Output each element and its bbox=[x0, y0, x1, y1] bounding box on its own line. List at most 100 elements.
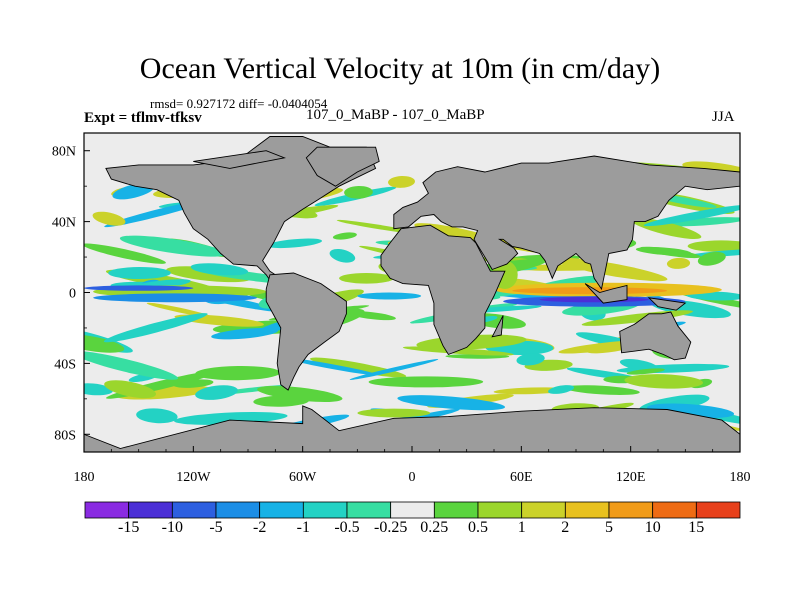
colorbar-label: 0.5 bbox=[468, 519, 488, 536]
land-polygon bbox=[265, 272, 347, 391]
colorbar-label: 5 bbox=[605, 519, 613, 536]
contour-patch bbox=[146, 302, 212, 318]
contour-patch bbox=[173, 379, 214, 388]
colorbar-label: -15 bbox=[118, 519, 139, 536]
colorbar-swatch bbox=[477, 501, 523, 519]
contour-patch bbox=[564, 385, 640, 395]
colorbar-swatch bbox=[259, 501, 304, 519]
contour-patch bbox=[643, 204, 740, 227]
contour-patch bbox=[368, 376, 484, 388]
stats-label: rmsd= 0.927172 diff= -0.0404054 bbox=[150, 96, 328, 111]
colorbar-label: 10 bbox=[645, 519, 661, 536]
contour-patch bbox=[195, 365, 281, 381]
contour-patch bbox=[195, 385, 238, 400]
y-tick-label: 40N bbox=[52, 216, 76, 231]
contour-patch bbox=[554, 257, 668, 282]
map-axes: 180 120W 60W 0 60E 120E 180 80N 40N 0 40S 80S bbox=[52, 145, 751, 485]
colorbar: -15 -10 -5 -2 -1 -0.5 -0.25 0.25 0.5 1 2 5 10 15 bbox=[84, 501, 741, 536]
colorbar-swatch bbox=[564, 501, 610, 519]
contour-band bbox=[357, 292, 422, 300]
case-label: 107_0_MaBP - 107_0_MaBP bbox=[306, 107, 485, 123]
experiment-label: Expt = tflmv-tfksv bbox=[84, 110, 202, 126]
land-polygon bbox=[647, 297, 687, 311]
contour-patch bbox=[84, 383, 113, 396]
contour-band bbox=[539, 296, 649, 303]
contour-band bbox=[357, 408, 431, 418]
x-tick-label: 180 bbox=[730, 470, 751, 485]
contour-patch bbox=[666, 257, 691, 269]
season-label: JJA bbox=[712, 109, 735, 125]
colorbar-swatch bbox=[346, 501, 392, 519]
land-mask bbox=[84, 136, 740, 452]
contour-patch bbox=[84, 351, 179, 380]
colorbar-swatch bbox=[390, 501, 435, 519]
x-tick-label: 120E bbox=[616, 470, 646, 485]
contour-patch bbox=[136, 408, 178, 424]
contour-patch bbox=[516, 353, 545, 366]
x-tick-label: 0 bbox=[409, 470, 416, 485]
colorbar-label: -1 bbox=[297, 519, 310, 536]
contour-patch bbox=[257, 385, 343, 403]
colorbar-label: 1 bbox=[518, 519, 526, 536]
contour-patch bbox=[650, 217, 740, 227]
colorbar-label: -2 bbox=[253, 519, 266, 536]
contour-patch bbox=[329, 248, 356, 263]
contour-band bbox=[93, 293, 258, 303]
contour-patch bbox=[624, 374, 703, 389]
contour-patch bbox=[348, 311, 396, 321]
y-tick-label: 80N bbox=[52, 145, 76, 160]
colorbar-swatch bbox=[695, 501, 741, 519]
colorbar-swatch bbox=[433, 501, 479, 519]
colorbar-swatch bbox=[521, 501, 566, 519]
map-title: Ocean Vertical Velocity at 10m (in cm/da… bbox=[139, 52, 661, 85]
contour-patch bbox=[332, 232, 357, 240]
x-tick-label: 60W bbox=[289, 470, 317, 485]
contour-patch bbox=[344, 185, 373, 199]
plot-area bbox=[84, 133, 740, 452]
contour-patch bbox=[397, 395, 506, 411]
contour-patch bbox=[548, 385, 575, 394]
colorbar-swatch bbox=[302, 501, 348, 519]
y-tick-label: 40S bbox=[54, 357, 76, 372]
y-tick-label: 80S bbox=[54, 428, 76, 443]
colorbar-swatch bbox=[608, 501, 654, 519]
contour-patch bbox=[626, 368, 665, 375]
colorbar-label: 2 bbox=[561, 519, 569, 536]
contour-band bbox=[339, 273, 394, 284]
contour-patch bbox=[84, 334, 125, 353]
contour-patch bbox=[288, 358, 378, 376]
land-polygon bbox=[105, 136, 377, 287]
contour-patch bbox=[349, 359, 439, 380]
land-polygon bbox=[305, 146, 380, 187]
contour-patch bbox=[687, 240, 740, 253]
contour-patch bbox=[92, 211, 126, 226]
contour-patch bbox=[84, 243, 166, 264]
contour-patch bbox=[108, 266, 171, 280]
land-polygon bbox=[619, 311, 692, 361]
contour-patch bbox=[166, 266, 252, 283]
contour-patch bbox=[619, 359, 659, 372]
colorbar-label: -0.25 bbox=[374, 519, 407, 536]
contour-patch bbox=[388, 175, 415, 188]
colorbar-label: -10 bbox=[162, 519, 183, 536]
colorbar-label: -5 bbox=[209, 519, 222, 536]
x-tick-label: 180 bbox=[74, 470, 95, 485]
colorbar-label: 15 bbox=[688, 519, 704, 536]
colorbar-swatch bbox=[84, 501, 130, 519]
colorbar-swatch bbox=[171, 501, 217, 519]
colorbar-label: -0.5 bbox=[334, 519, 359, 536]
land-polygon bbox=[584, 283, 628, 304]
contour-band bbox=[84, 285, 194, 291]
contour-patch bbox=[104, 380, 157, 399]
land-polygon bbox=[393, 155, 740, 291]
contour-patch bbox=[266, 238, 322, 249]
contour-patch bbox=[119, 235, 227, 257]
land-polygon bbox=[193, 150, 287, 169]
x-tick-label: 120W bbox=[176, 470, 211, 485]
y-tick-label: 0 bbox=[69, 287, 76, 302]
contour-patch bbox=[190, 263, 249, 276]
land-polygon bbox=[380, 224, 506, 356]
x-tick-label: 60E bbox=[510, 470, 533, 485]
colorbar-swatch bbox=[215, 501, 261, 519]
